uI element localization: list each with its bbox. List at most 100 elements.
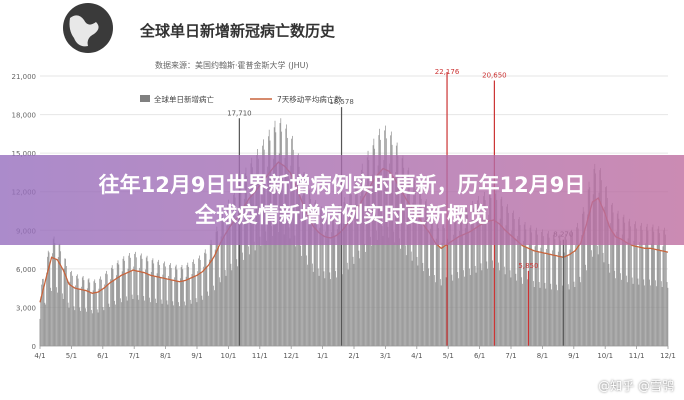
bar bbox=[572, 251, 574, 346]
bar bbox=[82, 275, 84, 346]
bar bbox=[358, 250, 360, 346]
bar bbox=[541, 231, 542, 346]
bar bbox=[359, 258, 361, 346]
bar bbox=[232, 216, 233, 346]
bar bbox=[630, 226, 631, 346]
bar bbox=[141, 258, 143, 346]
bar bbox=[626, 275, 627, 346]
x-tick-label: 8/1 bbox=[160, 352, 171, 360]
bar bbox=[534, 246, 536, 346]
headline-line-1: 往年12月9日世界新增病例实时更新，历年12月9日 bbox=[98, 173, 586, 197]
bar bbox=[294, 235, 296, 346]
bar bbox=[497, 222, 498, 346]
bar bbox=[317, 231, 318, 346]
globe-continents-icon bbox=[69, 15, 99, 47]
bar bbox=[145, 269, 146, 346]
bar bbox=[243, 198, 245, 346]
bar bbox=[313, 221, 315, 346]
bar bbox=[71, 270, 72, 346]
bar bbox=[596, 199, 597, 346]
bar bbox=[491, 220, 493, 346]
bar bbox=[120, 298, 121, 346]
bar bbox=[81, 286, 82, 346]
bar bbox=[199, 255, 200, 346]
bar bbox=[667, 287, 669, 346]
bar bbox=[245, 167, 247, 346]
bar bbox=[163, 263, 165, 346]
bar bbox=[638, 284, 640, 346]
bar bbox=[49, 263, 51, 346]
bar bbox=[140, 253, 142, 346]
bar bbox=[96, 292, 97, 346]
bar bbox=[655, 286, 657, 346]
bar bbox=[383, 160, 385, 346]
bar bbox=[493, 267, 494, 346]
bar bbox=[324, 278, 326, 346]
bar bbox=[543, 253, 545, 346]
bar bbox=[481, 270, 483, 346]
bar bbox=[47, 250, 49, 346]
bar bbox=[283, 234, 285, 346]
bar bbox=[477, 200, 479, 346]
bar bbox=[400, 248, 401, 346]
bar bbox=[355, 181, 356, 346]
bar bbox=[605, 187, 606, 346]
bar bbox=[508, 212, 509, 346]
bar bbox=[187, 262, 189, 346]
bar bbox=[83, 280, 85, 346]
bar bbox=[258, 186, 260, 346]
bar bbox=[520, 244, 522, 346]
x-tick-label: 7/1 bbox=[505, 352, 516, 360]
annotation-label: 17,710 bbox=[227, 109, 252, 117]
watermark: @知乎 @雪鸮 bbox=[598, 379, 674, 393]
bar bbox=[121, 271, 123, 346]
bar bbox=[202, 299, 204, 346]
bar bbox=[547, 230, 549, 346]
bar bbox=[179, 278, 181, 346]
bar bbox=[620, 273, 621, 346]
y-tick-label: 0 bbox=[32, 343, 36, 351]
bar bbox=[70, 272, 71, 346]
bar bbox=[310, 199, 312, 346]
bar bbox=[207, 291, 209, 346]
bar bbox=[52, 238, 54, 346]
bar bbox=[162, 274, 164, 346]
bar bbox=[287, 170, 289, 346]
bar bbox=[554, 239, 556, 346]
bar bbox=[128, 255, 130, 346]
bar bbox=[103, 310, 105, 346]
bar bbox=[412, 202, 414, 346]
bar bbox=[502, 206, 503, 346]
bar bbox=[73, 306, 75, 346]
bar bbox=[51, 290, 52, 346]
bar bbox=[609, 272, 611, 346]
bar bbox=[589, 187, 591, 346]
bar bbox=[138, 299, 140, 346]
bar bbox=[416, 256, 418, 346]
bar bbox=[652, 224, 654, 346]
bar bbox=[402, 155, 404, 346]
bar bbox=[125, 273, 126, 346]
bar bbox=[66, 280, 68, 346]
bar bbox=[583, 211, 585, 346]
bar bbox=[54, 243, 56, 346]
bar bbox=[63, 268, 65, 346]
bar bbox=[200, 272, 202, 346]
bar bbox=[513, 218, 515, 346]
bar bbox=[93, 281, 95, 346]
bar bbox=[100, 276, 101, 346]
bar bbox=[218, 246, 219, 346]
bar bbox=[282, 223, 284, 346]
bar bbox=[195, 298, 197, 346]
bar bbox=[483, 196, 484, 346]
bar bbox=[248, 254, 250, 346]
bar bbox=[615, 278, 616, 346]
bar bbox=[272, 235, 273, 346]
bar bbox=[512, 212, 513, 346]
bar bbox=[474, 265, 476, 346]
bar bbox=[356, 175, 357, 346]
y-tick-label: 15,000 bbox=[12, 150, 37, 158]
bar bbox=[415, 213, 417, 346]
bar bbox=[167, 304, 169, 346]
legend-swatch-daily bbox=[140, 95, 150, 102]
